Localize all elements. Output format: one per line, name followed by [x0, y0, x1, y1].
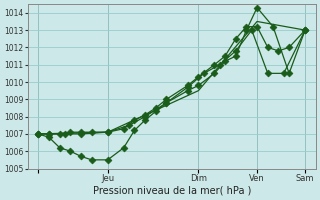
- X-axis label: Pression niveau de la mer( hPa ): Pression niveau de la mer( hPa ): [92, 186, 251, 196]
